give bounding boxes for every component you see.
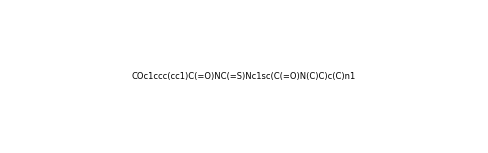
Text: COc1ccc(cc1)C(=O)NC(=S)Nc1sc(C(=O)N(C)C)c(C)n1: COc1ccc(cc1)C(=O)NC(=S)Nc1sc(C(=O)N(C)C)… (132, 72, 356, 81)
